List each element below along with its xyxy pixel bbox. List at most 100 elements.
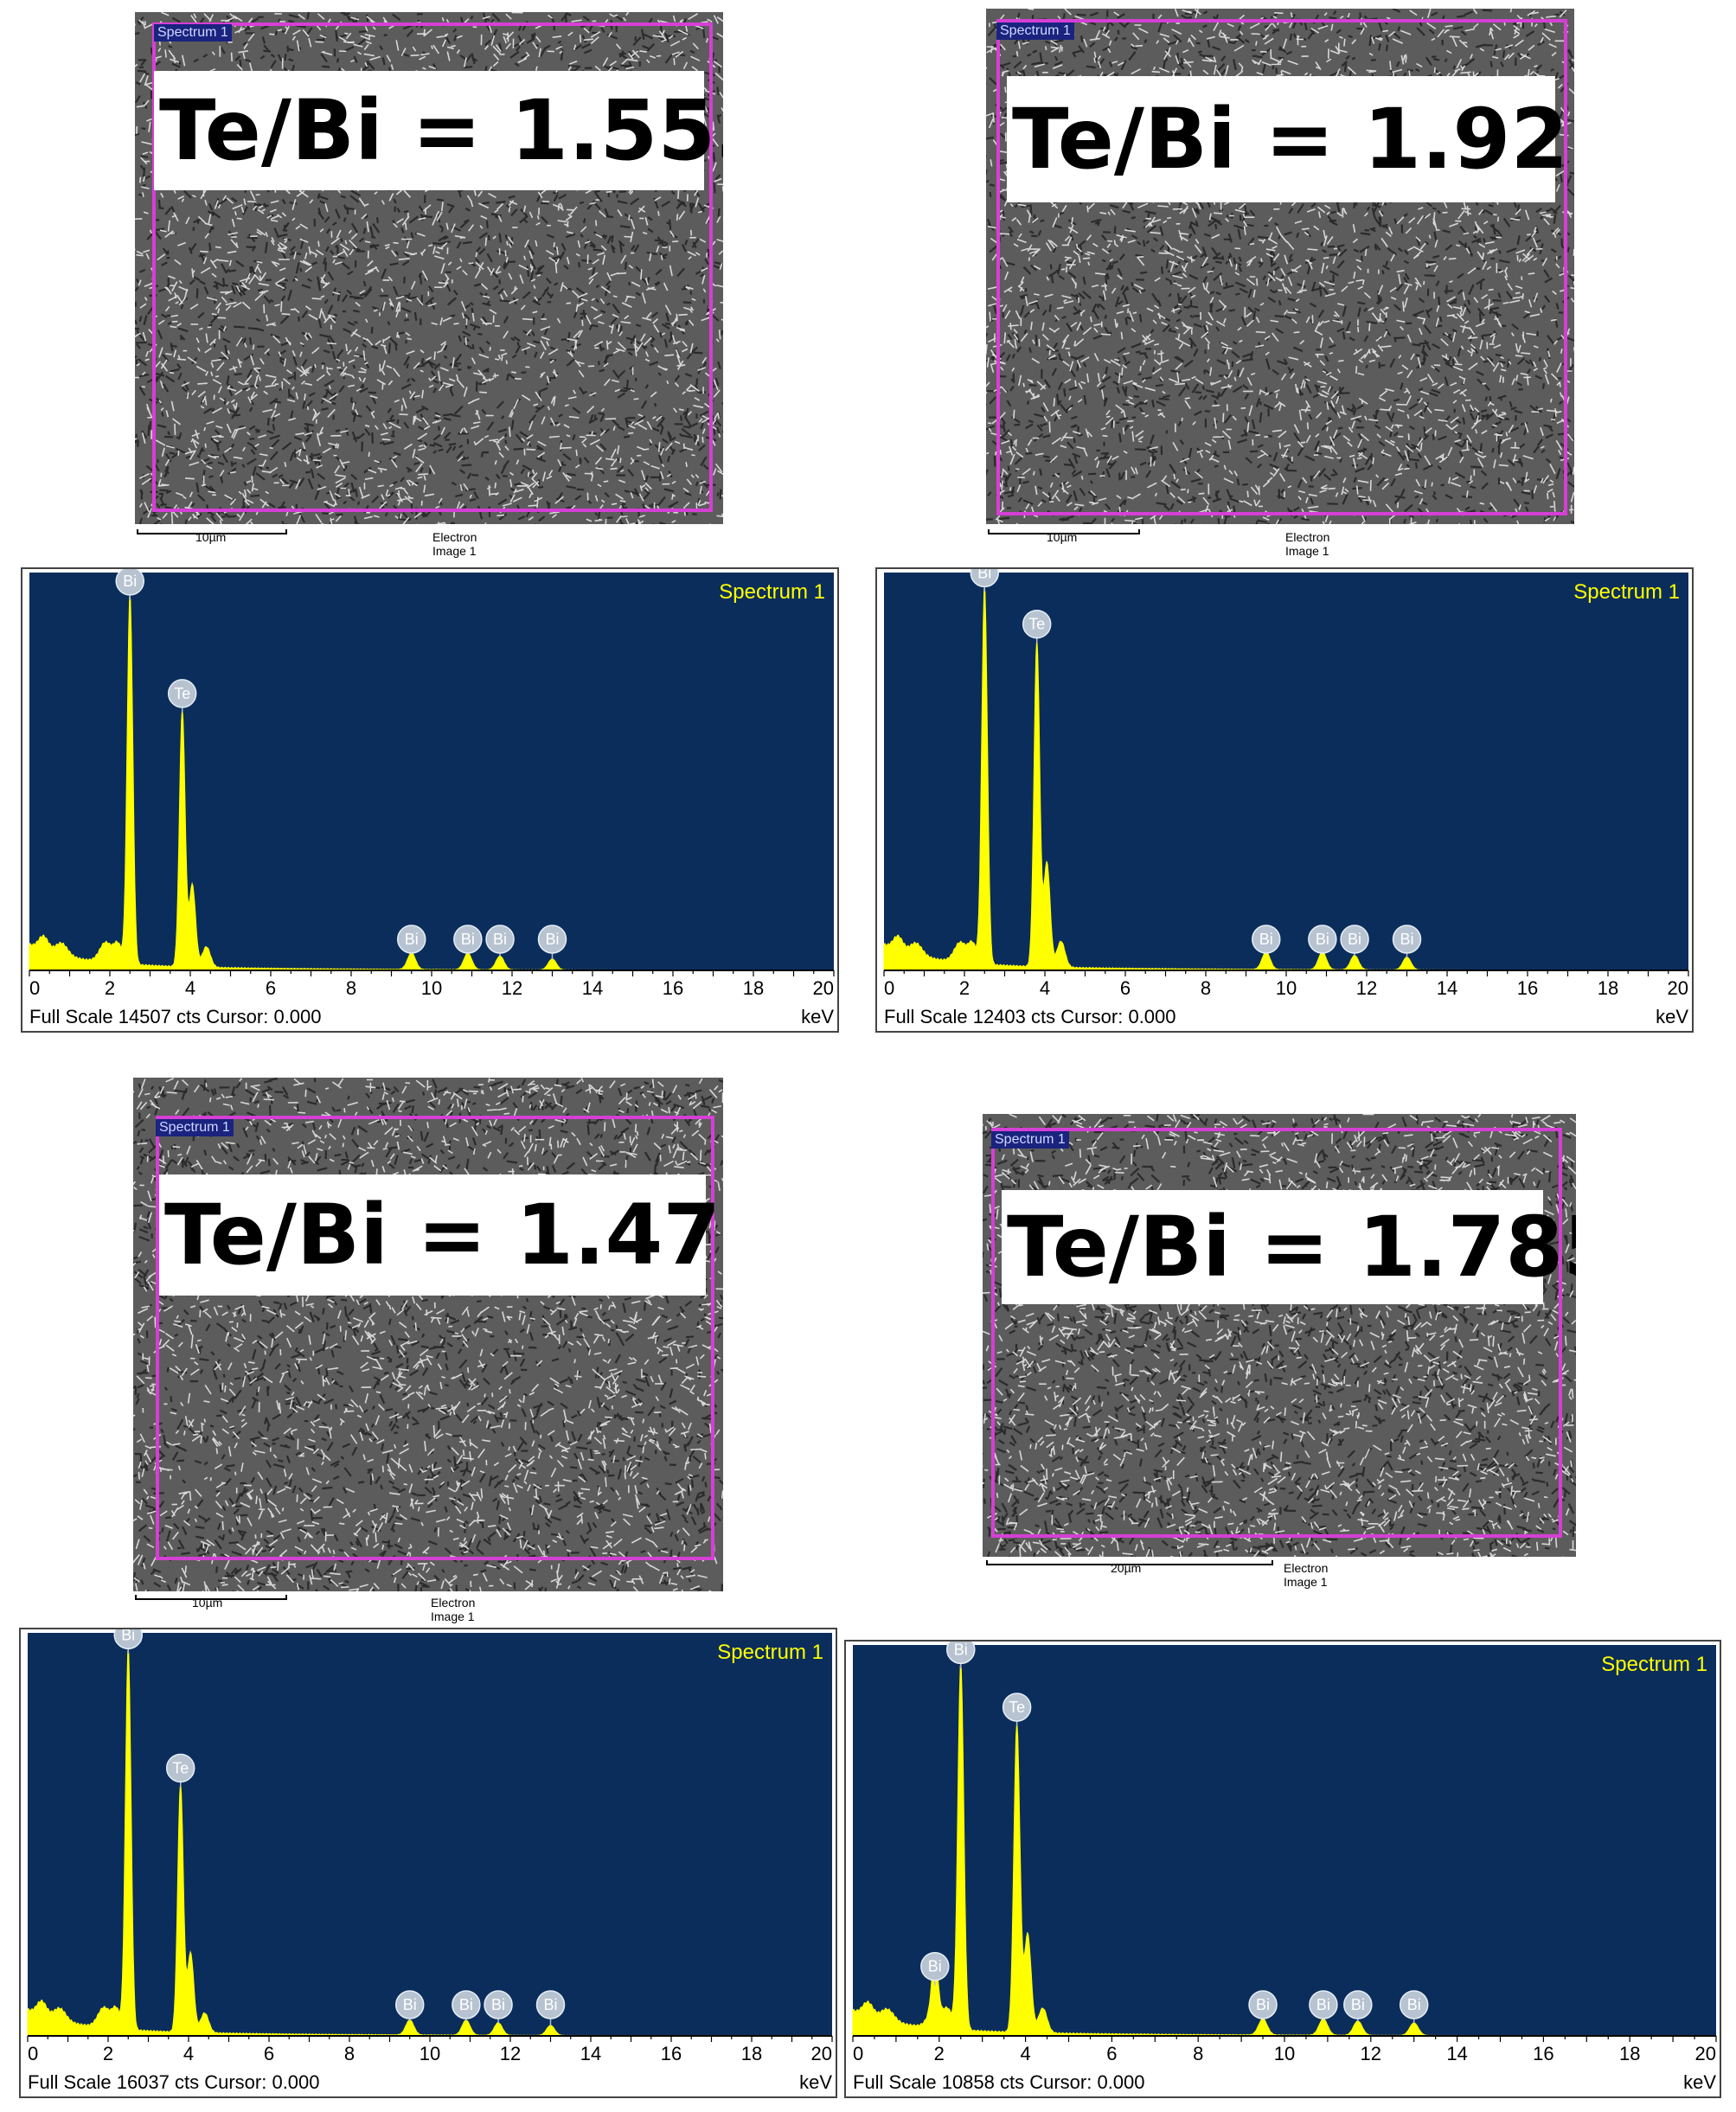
footer-unit: keV — [1656, 1006, 1688, 1027]
x-tick-label: 2 — [105, 977, 115, 999]
x-tick-label: 8 — [344, 2043, 355, 2064]
x-tick-label: 16 — [663, 977, 683, 999]
peak-marker-bi: Bi — [1309, 1990, 1338, 2020]
svg-text:Bi: Bi — [1316, 1996, 1330, 2013]
svg-text:Bi: Bi — [1407, 1996, 1421, 2013]
x-tick-label: 14 — [1437, 977, 1457, 999]
x-tick-label: 20 — [1668, 977, 1688, 999]
eds-spectrum-3: Spectrum 1 Bi Te Bi Bi Bi Bi 0 2 4 6 8 10 12 14 16 18 20 F… — [19, 1628, 837, 2098]
svg-text:Te: Te — [1028, 616, 1045, 633]
svg-text:Bi: Bi — [1259, 931, 1273, 948]
electron-image-label: Electron Image 1 — [1285, 530, 1330, 558]
scale-bar-label: 20µm — [1111, 1561, 1142, 1575]
x-tick-label: 16 — [661, 2043, 682, 2064]
plot-background — [884, 573, 1688, 970]
footer-fullscale: Full Scale 14507 cts Cursor: 0.000 — [29, 1006, 322, 1027]
spectrum-region-tag: Spectrum 1 — [991, 1131, 1069, 1149]
x-tick-label: 14 — [1446, 2043, 1467, 2064]
svg-text:Te: Te — [1009, 1699, 1025, 1716]
x-tick-label: 12 — [1356, 977, 1377, 999]
x-tick-label: 12 — [502, 977, 522, 999]
scale-bar-label: 10µm — [195, 530, 227, 544]
peak-marker-bi: Bi — [452, 1990, 481, 2021]
x-tick-label: 6 — [1120, 977, 1131, 999]
scale-bar-label: 10µm — [192, 1596, 223, 1610]
spectrum-region-tag: Spectrum 1 — [156, 1119, 234, 1136]
footer-unit: keV — [1683, 2071, 1716, 2093]
spectrum-chart: Spectrum 1 Bi Te Bi Bi Bi Bi 0 2 4 6 8 10 12 14 16 18 20 F… — [883, 569, 1689, 1027]
footer-unit: keV — [801, 1006, 834, 1027]
svg-text:Bi: Bi — [123, 573, 137, 590]
spectrum-region-tag: Spectrum 1 — [996, 22, 1074, 40]
svg-text:Bi: Bi — [1256, 1996, 1270, 2013]
scale-bar — [988, 529, 1140, 534]
x-tick-label: 12 — [500, 2043, 521, 2064]
x-tick-label: 18 — [1619, 2043, 1640, 2064]
peak-marker-bi: Bi — [484, 1990, 513, 2024]
x-tick-label: 0 — [29, 977, 40, 999]
plot-background — [853, 1645, 1716, 2036]
spectrum-chart: Spectrum 1 Bi Bi Te Bi Bi Bi Bi 0 2 4 6 8 10 12 14 16 18 2… — [852, 1642, 1717, 2093]
x-tick-label: 6 — [264, 2043, 274, 2064]
x-tick-label: 0 — [853, 2043, 863, 2064]
peak-marker-te: Te — [1022, 609, 1052, 643]
scale-bar — [986, 1560, 1273, 1565]
peak-marker-bi: Bi — [535, 1990, 566, 2026]
peak-marker-te: Te — [167, 679, 197, 713]
svg-text:Bi: Bi — [1316, 931, 1329, 948]
spectrum-region-frame — [152, 22, 713, 512]
svg-text:Bi: Bi — [405, 931, 419, 948]
x-tick-label: 12 — [1361, 2043, 1381, 2064]
svg-text:Bi: Bi — [121, 1629, 135, 1643]
svg-text:Bi: Bi — [928, 1958, 942, 1975]
scale-bar — [137, 529, 287, 534]
peak-marker-te: Te — [165, 1753, 195, 1788]
x-tick-label: 18 — [743, 977, 764, 999]
x-tick-label: 18 — [1598, 977, 1618, 999]
plot-background — [29, 573, 834, 970]
x-tick-label: 4 — [185, 977, 195, 999]
chart-title: Spectrum 1 — [717, 1641, 823, 1664]
x-tick-label: 8 — [1193, 2043, 1203, 2064]
peak-marker-te: Te — [1002, 1693, 1032, 1726]
scale-bar — [135, 1595, 287, 1600]
x-tick-label: 16 — [1533, 2043, 1553, 2064]
x-tick-label: 8 — [1201, 977, 1211, 999]
scale-bar-label: 10µm — [1047, 530, 1078, 544]
peak-marker-bi: Bi — [1399, 1990, 1429, 2024]
x-tick-label: 14 — [580, 2043, 601, 2064]
peak-marker-bi: Bi — [1340, 925, 1369, 957]
peak-marker-bi: Bi — [1343, 1990, 1373, 2022]
spectrum-chart: Spectrum 1 Bi Te Bi Bi Bi Bi 0 2 4 6 8 10 12 14 16 18 20 F… — [27, 1629, 833, 2093]
svg-text:Bi: Bi — [1348, 931, 1361, 948]
peak-marker-bi: Bi — [485, 925, 515, 957]
x-tick-label: 6 — [266, 977, 276, 999]
x-tick-label: 10 — [1276, 977, 1297, 999]
peak-marker-bi: Bi — [946, 1642, 976, 1669]
sem-image-4: Spectrum 1 Te/Bi = 1.785 — [983, 1114, 1576, 1557]
svg-text:Bi: Bi — [403, 1996, 417, 2013]
x-tick-label: 2 — [103, 2043, 113, 2064]
eds-spectrum-4: Spectrum 1 Bi Bi Te Bi Bi Bi Bi 0 2 4 6 8 10 12 14 16 18 2… — [844, 1640, 1721, 2098]
peak-marker-bi: Bi — [397, 925, 426, 954]
x-tick-label: 20 — [1695, 2043, 1716, 2064]
peak-marker-bi: Bi — [113, 1629, 143, 1654]
x-tick-label: 0 — [884, 977, 894, 999]
svg-text:Bi: Bi — [491, 1996, 505, 2013]
sem-image-2: Spectrum 1 Te/Bi = 1.925 — [986, 9, 1574, 524]
svg-text:Bi: Bi — [954, 1642, 968, 1658]
plot-background — [28, 1633, 832, 2036]
footer-unit: keV — [799, 2071, 832, 2093]
svg-text:Te: Te — [172, 1759, 189, 1776]
spectrum-region-frame — [996, 19, 1567, 515]
peak-marker-bi: Bi — [1252, 925, 1281, 954]
peak-marker-bi: Bi — [1392, 925, 1422, 958]
x-tick-label: 0 — [28, 2043, 38, 2064]
sem-image-1: Spectrum 1 Te/Bi = 1.555 — [135, 12, 723, 524]
electron-image-label: Electron Image 1 — [1284, 1561, 1329, 1589]
te-bi-ratio-label: Te/Bi = 1.475 — [159, 1174, 723, 1296]
x-tick-label: 14 — [582, 977, 603, 999]
peak-marker-bi: Bi — [115, 569, 144, 600]
svg-text:Bi: Bi — [493, 931, 507, 948]
svg-text:Bi: Bi — [543, 1996, 557, 2013]
